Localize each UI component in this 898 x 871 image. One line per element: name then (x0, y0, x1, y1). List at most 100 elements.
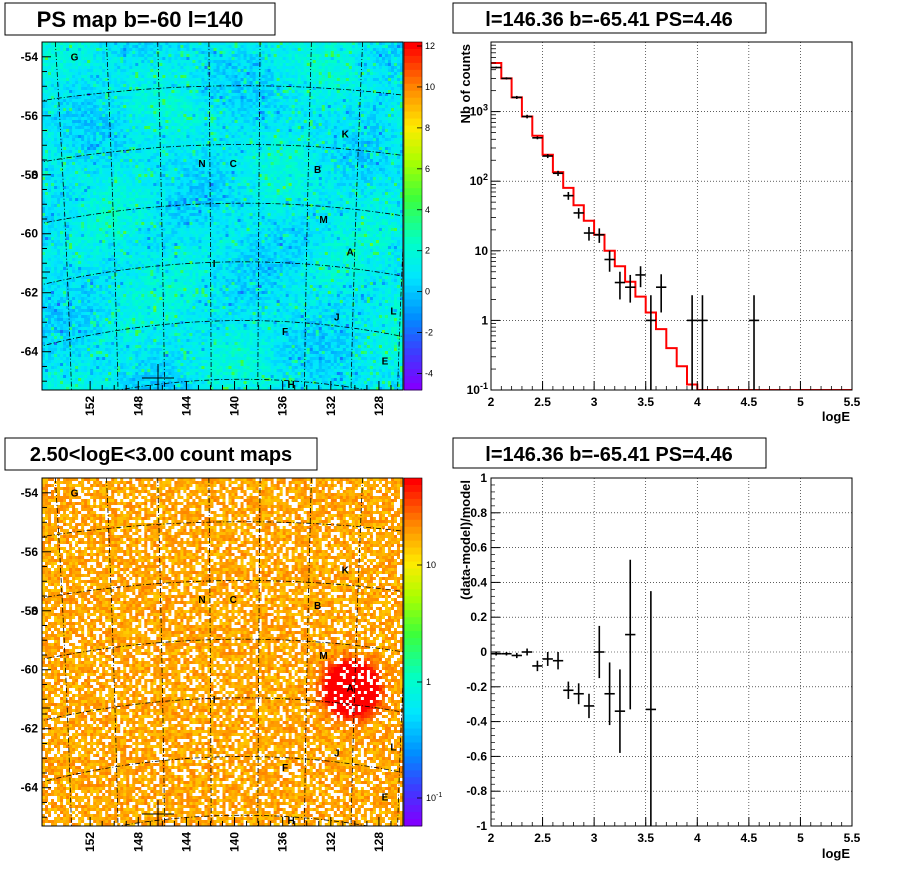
residual-y-tick-label: -0.8 (466, 784, 487, 798)
meridian-line (257, 42, 261, 390)
spectrum-data-point (625, 274, 636, 303)
residual-data-point (594, 625, 605, 679)
source-label-f: F (282, 763, 288, 774)
x-tick-label: 152 (83, 832, 97, 852)
x-tick-label: 152 (83, 396, 97, 416)
count-map-coordinate-grid (42, 478, 403, 826)
residual-y-tick-label: -0.6 (466, 749, 487, 763)
spectrum-data-point (686, 295, 698, 390)
spectrum-data-point (511, 95, 522, 99)
parallel-line (42, 756, 403, 783)
parallel-line (42, 580, 403, 599)
residual-data-point (501, 652, 512, 656)
spectrum-data-point (583, 226, 595, 241)
ps-map-coordinate-grid (42, 42, 403, 390)
source-label-j: J (334, 312, 340, 323)
residual-y-tick-label: 0.8 (470, 506, 487, 520)
x-tick-label: 132 (324, 396, 338, 416)
parallel-line (42, 320, 403, 347)
residual-title: l=146.36 b=-65.41 PS=4.46 (485, 444, 732, 466)
spectrum-x-tick-label: 2 (488, 395, 495, 409)
source-label-d: D (31, 171, 38, 182)
meridian-line (257, 478, 261, 826)
meridian-line (208, 42, 212, 390)
source-label-h: H (287, 380, 294, 391)
spectrum-x-tick-label: 2.5 (534, 395, 551, 409)
meridian-line (304, 478, 312, 826)
spectrum-data-point (635, 266, 646, 288)
y-tick-label: -60 (21, 227, 39, 241)
spectrum-data-point (594, 228, 605, 243)
y-tick-label: -56 (21, 545, 39, 559)
parallel-line (42, 638, 403, 660)
residual-x-tick-label: 5.5 (844, 831, 861, 845)
spectrum-data-point (542, 154, 553, 159)
spectrum-x-tick-label: 3 (591, 395, 598, 409)
residual-data-point (583, 693, 595, 719)
residual-x-tick-label: 3 (591, 831, 598, 845)
spectrum-frame (490, 41, 853, 391)
residual-data-point (491, 652, 502, 656)
residual-data-point (511, 652, 522, 659)
y-tick-label: -58 (21, 604, 39, 618)
spectrum-data-series (491, 66, 760, 390)
residual-x-tick-label: 3.5 (637, 831, 654, 845)
parallel-line (42, 144, 403, 163)
ps-map-x-ticks: 152 148 144 140 136 132 128 (83, 381, 392, 416)
residual-x-tick-label: 4.5 (741, 831, 758, 845)
residual-data-point (532, 660, 543, 672)
residual-panel: 2 2.5 3 3.5 4 4.5 5 5.5 -1 -0.8 -0.6 -0.4 -0.2 0 0.2 0.… (458, 471, 861, 861)
source-label-f: F (282, 327, 288, 338)
source-label-g: G (71, 489, 79, 500)
parallel-line (42, 202, 403, 224)
source-label-h: H (287, 816, 294, 827)
spectrum-title: l=146.36 b=-65.41 PS=4.46 (485, 9, 732, 31)
y-tick-label: -64 (21, 345, 39, 359)
meridian-line (304, 42, 312, 390)
spectrum-data-point (491, 66, 502, 69)
residual-data-point (563, 681, 574, 699)
residual-data-point (645, 591, 657, 826)
residual-data-point (552, 652, 564, 670)
spectrum-title-box: l=146.36 b=-65.41 PS=4.46 (452, 2, 767, 34)
ps-map-title: PS map b=-60 l=140 (37, 7, 244, 32)
residual-xlabel: logE (822, 846, 850, 861)
source-label-k: K (342, 129, 350, 140)
source-label-i: I (213, 259, 216, 270)
parallel-line (42, 261, 403, 285)
source-label-c: C (230, 595, 237, 606)
residual-data-point (542, 652, 553, 666)
colorbar-tick-label: -2 (425, 328, 433, 338)
colorbar-tick-label: -4 (425, 369, 433, 379)
residual-data-point (604, 662, 615, 726)
source-label-m: M (319, 215, 327, 226)
count-map-heatmap (42, 478, 403, 826)
spectrum-ylabel: Nb of counts (458, 44, 473, 123)
ps-map-title-box: PS map b=-60 l=140 (4, 2, 276, 36)
source-label-l: L (390, 306, 396, 317)
meridian-line (157, 42, 165, 390)
ps-map-heatmap (42, 42, 403, 390)
source-label-n: N (198, 595, 205, 606)
source-label-j: J (334, 748, 340, 759)
parallel-line (116, 814, 370, 826)
source-label-n: N (198, 159, 205, 170)
residual-data-point (614, 669, 626, 753)
residual-data-series (491, 559, 657, 826)
residual-y-tick-label: 0.6 (470, 541, 487, 555)
x-tick-label: 136 (276, 832, 290, 852)
residual-data-point (625, 559, 636, 710)
count-map-title: 2.50<logE<3.00 count maps (30, 444, 292, 466)
residual-title-box: l=146.36 b=-65.41 PS=4.46 (452, 437, 767, 469)
residual-x-tick-label: 4 (694, 831, 701, 845)
spectrum-data-point (604, 250, 615, 272)
residual-y-tick-label: 1 (480, 471, 487, 485)
source-label-c: C (230, 159, 237, 170)
residual-y-tick-label: 0.2 (470, 610, 487, 624)
parallel-line (116, 378, 370, 390)
spectrum-data-point (552, 170, 564, 176)
spectrum-xlabel: logE (822, 409, 850, 424)
y-tick-label: -56 (21, 109, 39, 123)
residual-axes: 2 2.5 3 3.5 4 4.5 5 5.5 -1 -0.8 -0.6 -0.4 -0.2 0 0.2 0.… (466, 471, 860, 845)
